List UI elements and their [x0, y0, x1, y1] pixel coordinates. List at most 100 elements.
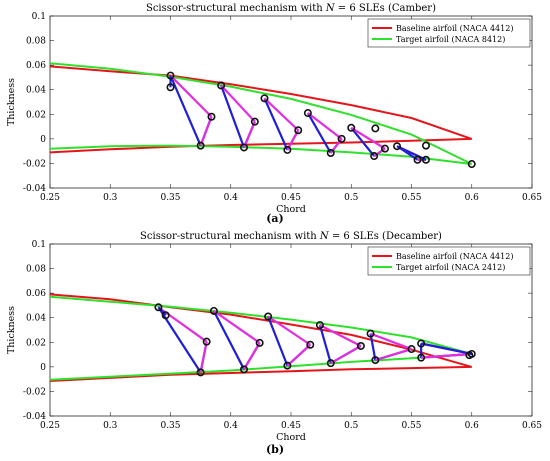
x-tick-label: 0.45 — [281, 421, 301, 431]
mechanism-joint — [393, 142, 402, 151]
legend-entry-baseline: Baseline airfoil (NACA 4412) — [396, 252, 513, 261]
y-tick-label: 0 — [40, 135, 46, 145]
series-baseline-lower-line — [49, 137, 472, 154]
mechanism-joint — [417, 339, 426, 348]
x-tick-label: 0.35 — [160, 421, 180, 431]
legend-entry-target: Target airfoil (NACA 2412) — [396, 263, 505, 272]
mechanism-joint — [326, 148, 335, 157]
series-target-lower-line — [49, 144, 472, 165]
mechanism-joint — [255, 338, 264, 347]
mechanism-joint — [407, 345, 416, 354]
x-tick-label: 0.4 — [224, 421, 239, 431]
legend-box — [367, 246, 531, 276]
legend-entry-baseline: Baseline airfoil (NACA 4412) — [396, 24, 513, 33]
y-tick-label: -0.02 — [23, 387, 46, 397]
link-magenta — [330, 345, 362, 365]
mechanism-joint — [371, 356, 380, 365]
series-baseline-lower-line — [49, 365, 472, 382]
y-tick-label: -0.02 — [23, 159, 46, 169]
chart-title-suffix: = 6 SLEs (Camber) — [335, 3, 436, 14]
x-tick-label: 0.3 — [103, 421, 118, 431]
chart-title-math: N — [325, 3, 336, 14]
x-tick-label: 0.35 — [160, 193, 180, 203]
legend-entry-target: Target airfoil (NACA 8412) — [396, 35, 505, 44]
chart-title-suffix: = 6 SLEs (Decamber) — [329, 231, 442, 242]
y-axis-label: Thickness — [6, 306, 17, 354]
mechanism-joint — [326, 359, 335, 368]
mechanism-joint — [196, 368, 205, 377]
chart-title-prefix: Scissor-structural mechanism with — [140, 231, 320, 242]
y-tick-label: 0.04 — [26, 86, 46, 96]
mechanism-joint — [202, 337, 211, 346]
link-magenta — [220, 84, 256, 123]
link-blue — [350, 127, 375, 157]
mechanism-joint — [217, 81, 226, 90]
mechanism-joint — [421, 155, 430, 164]
mechanism-joint — [413, 155, 422, 164]
link-blue — [263, 97, 289, 151]
link-magenta — [263, 97, 299, 132]
mechanism-joint — [294, 126, 303, 135]
mechanism-joint — [380, 144, 389, 153]
link-magenta — [243, 342, 261, 370]
x-tick-label: 0.5 — [344, 193, 359, 203]
y-tick-label: 0.08 — [26, 37, 46, 47]
mechanism-joint — [283, 145, 292, 154]
link-magenta — [319, 324, 362, 347]
link-blue — [369, 333, 377, 361]
x-tick-label: 0.65 — [522, 193, 542, 203]
link-blue — [267, 316, 289, 367]
series-target-upper-line — [49, 62, 473, 165]
link-magenta — [199, 116, 213, 147]
mechanism-joint — [306, 340, 315, 349]
link-blue — [212, 310, 245, 370]
panel-label-b: (b) — [265, 443, 285, 456]
x-axis-label: Chord — [276, 432, 306, 443]
link-magenta — [350, 126, 386, 150]
mechanism-joint — [161, 311, 170, 320]
mechanism-joint — [356, 341, 365, 350]
link-blue — [420, 342, 472, 356]
mechanism-joint — [303, 109, 312, 118]
link-blue — [157, 306, 167, 316]
link-blue — [396, 145, 427, 161]
link-magenta — [370, 332, 412, 351]
y-tick-label: 0.06 — [26, 61, 46, 71]
mechanism-joint — [371, 124, 380, 133]
y-tick-label: 0.02 — [26, 110, 46, 120]
y-tick-label: 0.1 — [32, 12, 46, 22]
y-tick-label: 0.04 — [26, 314, 46, 324]
mechanism-joint — [417, 353, 426, 362]
mechanism-joint — [366, 329, 375, 338]
link-magenta — [157, 306, 208, 343]
x-tick-label: 0.6 — [465, 193, 480, 203]
mechanism-joint — [467, 160, 476, 169]
panel-label-a: (a) — [266, 212, 284, 225]
mechanism-joint — [315, 321, 324, 330]
mechanism-joint — [166, 71, 175, 80]
mechanism-joint — [154, 303, 163, 312]
mechanism-joint — [347, 123, 356, 132]
x-tick-label: 0.6 — [465, 421, 480, 431]
series-target-upper-line — [49, 295, 472, 355]
x-tick-label: 0.5 — [344, 421, 359, 431]
y-axis-label: Thickness — [6, 78, 17, 126]
chart-decamber: Scissor-structural mechanism with N = 6 … — [6, 231, 542, 443]
y-tick-label: -0.04 — [23, 184, 46, 194]
series-baseline-upper-line — [49, 293, 472, 368]
link-magenta — [307, 112, 343, 140]
mechanism-joint — [465, 351, 474, 360]
y-tick-label: 0.08 — [26, 265, 46, 275]
mechanism-joint — [250, 117, 259, 126]
chart-title: Scissor-structural mechanism with N = 6 … — [146, 3, 436, 14]
x-tick-label: 0.4 — [224, 193, 239, 203]
mechanism-joint — [370, 152, 379, 161]
x-tick-label: 0.55 — [401, 193, 421, 203]
link-blue — [306, 112, 332, 154]
y-tick-label: -0.04 — [23, 412, 46, 422]
x-tick-label: 0.3 — [103, 193, 118, 203]
link-magenta — [199, 341, 208, 373]
chart-camber: Scissor-structural mechanism with N = 6 … — [6, 3, 542, 215]
link-magenta — [286, 343, 312, 367]
